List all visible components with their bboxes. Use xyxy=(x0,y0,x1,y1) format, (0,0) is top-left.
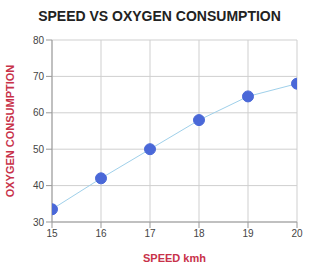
svg-text:15: 15 xyxy=(46,228,58,239)
svg-text:16: 16 xyxy=(95,228,107,239)
svg-text:19: 19 xyxy=(242,228,254,239)
svg-text:70: 70 xyxy=(33,71,45,82)
svg-text:17: 17 xyxy=(144,228,156,239)
svg-text:80: 80 xyxy=(33,35,45,46)
svg-text:20: 20 xyxy=(291,228,303,239)
svg-text:SPEED kmh: SPEED kmh xyxy=(143,252,206,264)
svg-text:40: 40 xyxy=(33,180,45,191)
svg-text:50: 50 xyxy=(33,144,45,155)
svg-text:60: 60 xyxy=(33,107,45,118)
svg-text:18: 18 xyxy=(193,228,205,239)
svg-text:OXYGEN CONSUMPTION: OXYGEN CONSUMPTION xyxy=(8,65,16,198)
html-text:SPEED VS OXYGEN CONSUMPTION: SPEED VS OXYGEN CONSUMPTION xyxy=(38,8,281,24)
svg-text:30: 30 xyxy=(33,217,45,228)
